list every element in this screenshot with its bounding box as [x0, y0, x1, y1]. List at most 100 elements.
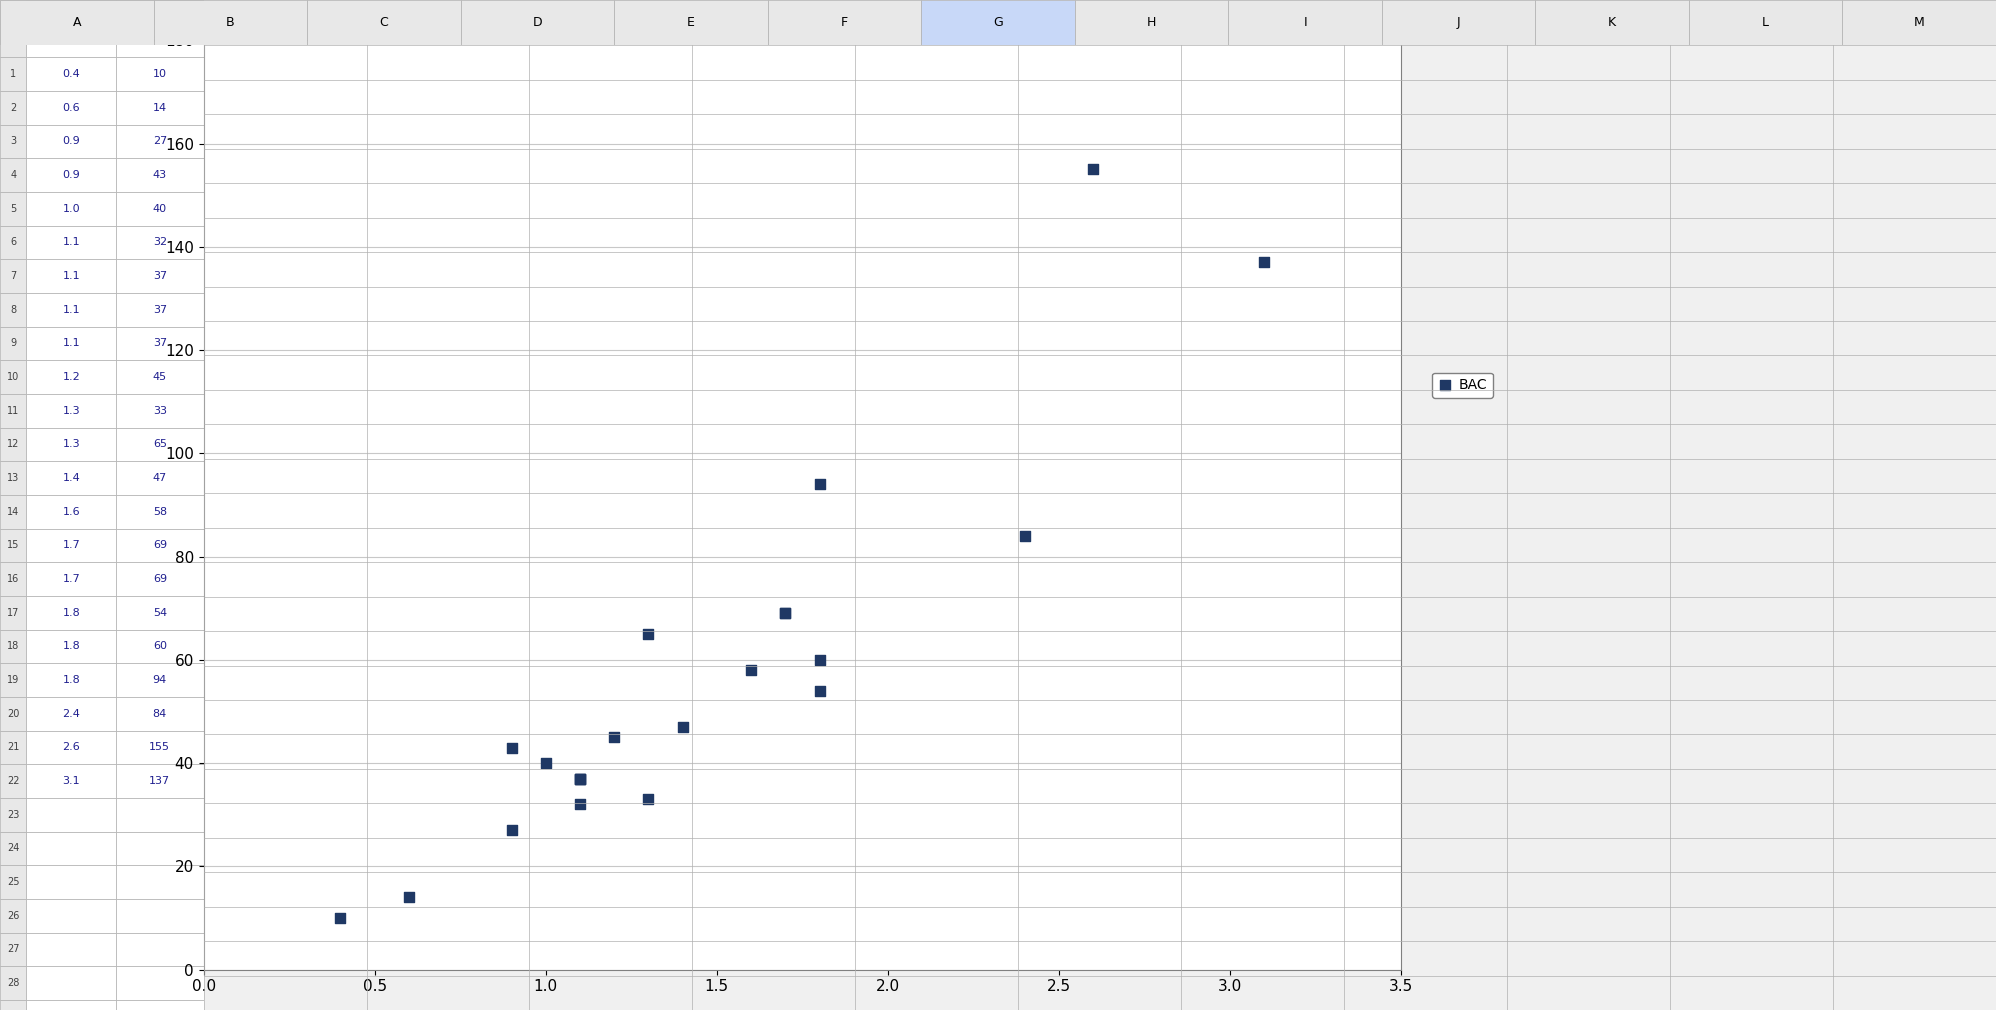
Text: K: K — [1609, 16, 1617, 29]
Bar — [26, 260, 116, 293]
Text: 10: 10 — [154, 69, 168, 79]
Bar — [116, 225, 204, 260]
Bar — [26, 798, 116, 831]
Text: BHB: BHB — [58, 35, 84, 45]
Text: 3: 3 — [10, 136, 16, 146]
Bar — [0, 0, 154, 45]
Text: 18: 18 — [8, 641, 20, 651]
Text: 27: 27 — [6, 944, 20, 954]
Bar — [1228, 0, 1381, 45]
Bar — [116, 58, 204, 91]
Bar — [26, 58, 116, 91]
Text: C: C — [379, 16, 387, 29]
Text: 8: 8 — [10, 305, 16, 315]
Bar — [116, 831, 204, 866]
BAC — [565, 771, 597, 787]
Text: 58: 58 — [154, 507, 168, 517]
BAC — [735, 663, 766, 679]
Bar — [26, 124, 116, 159]
BAC — [565, 796, 597, 812]
Text: 22: 22 — [6, 776, 20, 786]
Bar — [26, 528, 116, 563]
Bar — [26, 697, 116, 730]
Text: 1.3: 1.3 — [62, 406, 80, 416]
Text: 28: 28 — [8, 978, 20, 988]
Bar — [1381, 0, 1535, 45]
BAC — [804, 651, 836, 668]
Bar — [0, 326, 26, 361]
Bar — [0, 596, 26, 629]
Bar — [0, 91, 26, 124]
Bar — [461, 0, 615, 45]
Bar — [0, 260, 26, 293]
Bar — [116, 967, 204, 1000]
Text: 65: 65 — [154, 439, 168, 449]
Bar — [116, 0, 204, 23]
Text: 1: 1 — [10, 69, 16, 79]
Bar — [26, 192, 116, 225]
Bar — [26, 394, 116, 427]
Bar — [26, 462, 116, 495]
Bar — [116, 563, 204, 596]
BAC — [804, 683, 836, 699]
Bar — [26, 326, 116, 361]
Text: L: L — [1762, 16, 1768, 29]
Bar — [116, 1000, 204, 1010]
Text: 2: 2 — [10, 103, 16, 113]
Text: 1.8: 1.8 — [62, 641, 80, 651]
Bar — [1074, 0, 1228, 45]
BAC — [325, 910, 357, 926]
Text: 69: 69 — [154, 540, 168, 550]
Bar — [26, 866, 116, 899]
Bar — [0, 124, 26, 159]
Bar — [116, 326, 204, 361]
Bar — [26, 596, 116, 629]
Bar — [116, 293, 204, 326]
BAC — [768, 605, 800, 621]
Text: 5: 5 — [10, 204, 16, 214]
Text: 26: 26 — [8, 911, 20, 921]
Bar — [0, 629, 26, 664]
Bar — [116, 361, 204, 394]
Text: 13: 13 — [8, 473, 20, 483]
Text: 1.0: 1.0 — [62, 204, 80, 214]
BAC — [1008, 528, 1040, 544]
Text: 1.8: 1.8 — [62, 675, 80, 685]
BAC — [495, 739, 527, 755]
Bar — [116, 765, 204, 798]
Text: 40: 40 — [154, 204, 168, 214]
Bar — [0, 563, 26, 596]
Bar — [0, 798, 26, 831]
Text: 16: 16 — [8, 574, 20, 584]
Text: 9: 9 — [10, 338, 16, 348]
Text: 0.6: 0.6 — [62, 103, 80, 113]
Text: 69: 69 — [154, 574, 168, 584]
Text: A: A — [72, 16, 82, 29]
Bar — [116, 159, 204, 192]
Bar — [116, 495, 204, 528]
Text: 0.9: 0.9 — [62, 170, 80, 180]
Text: 7: 7 — [10, 271, 16, 281]
Text: G: G — [994, 16, 1002, 29]
Text: J: J — [1457, 16, 1461, 29]
Legend: BAC: BAC — [1431, 373, 1493, 398]
Bar — [0, 58, 26, 91]
Text: 1.3: 1.3 — [62, 439, 80, 449]
Bar — [0, 427, 26, 462]
Text: BAC: BAC — [148, 35, 172, 45]
BAC — [804, 477, 836, 493]
Bar — [0, 866, 26, 899]
Text: 1.6: 1.6 — [62, 507, 80, 517]
BAC — [599, 729, 631, 745]
Text: 17: 17 — [8, 608, 20, 618]
Text: 20: 20 — [8, 709, 20, 719]
Bar — [307, 0, 461, 45]
Bar — [26, 664, 116, 697]
Bar — [26, 899, 116, 932]
BAC — [495, 822, 527, 838]
Text: 1.2: 1.2 — [62, 372, 80, 382]
Bar — [116, 91, 204, 124]
Bar — [26, 831, 116, 866]
Bar — [0, 23, 26, 58]
BAC — [565, 771, 597, 787]
